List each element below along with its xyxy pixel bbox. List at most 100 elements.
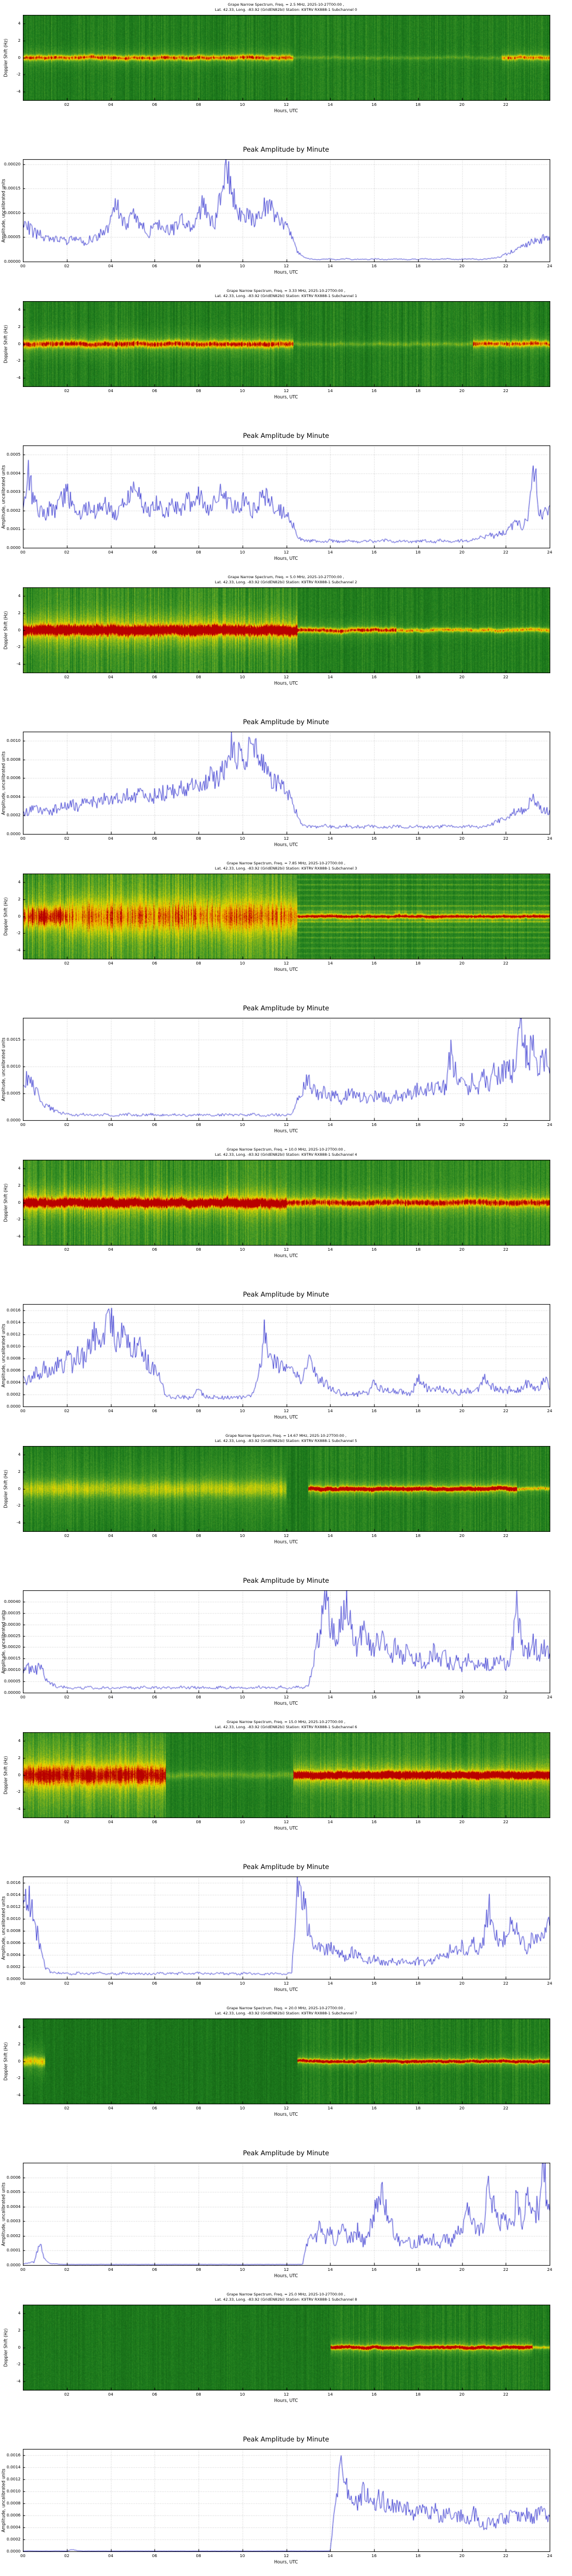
y-tick-label: -4: [17, 1520, 21, 1526]
x-tick-label: 18: [415, 1409, 421, 1413]
x-tick-label: 08: [196, 675, 201, 679]
spectrogram-canvas: [23, 587, 550, 673]
x-tick-label: 22: [503, 1123, 509, 1127]
spectrogram-title-line2: Lat. 42.33, Long. -83.92 (GridEN82bi) St…: [214, 1439, 357, 1443]
y-tick-label: 0.0000: [6, 1118, 21, 1123]
y-tick-label: 0.0000: [6, 2549, 21, 2554]
x-tick-label: 16: [371, 2392, 377, 2397]
x-tick-label: 12: [284, 1123, 289, 1127]
spectrogram-title-line2: Lat. 42.33, Long. -83.92 (GridEN82bi) St…: [214, 1725, 357, 1729]
x-tick-label: 06: [152, 675, 157, 679]
x-tick-label: 08: [196, 961, 201, 966]
x-tick-label: 12: [284, 961, 289, 966]
subchannel-section: Grape Narrow Spectrum, Freq. = 14.67 MHz…: [0, 1431, 572, 1717]
x-tick-label: 18: [415, 836, 421, 841]
x-tick-label: 22: [503, 550, 509, 555]
amplitude-canvas: [23, 1876, 550, 1980]
y-tick-label: 0.00010: [4, 1668, 21, 1673]
y-tick-label: 0.00015: [4, 1656, 21, 1661]
subchannel-section: Grape Narrow Spectrum, Freq. = 7.85 MHz,…: [0, 859, 572, 1145]
x-tick-label: 16: [371, 550, 377, 555]
y-tick-label: 2: [18, 2041, 21, 2046]
x-tick-label: 08: [196, 1981, 201, 1986]
x-tick-label: 08: [196, 2267, 201, 2272]
y-tick-label: 0.0006: [6, 776, 21, 781]
x-tick-label: 00: [20, 1123, 26, 1127]
x-tick-label: 22: [503, 1247, 509, 1252]
y-tick-label: 0.0010: [6, 1344, 21, 1349]
y-tick-label: 2: [18, 324, 21, 329]
x-tick-label: 08: [196, 2106, 201, 2111]
x-tick-label: 02: [64, 2106, 70, 2111]
x-tick-label: 16: [371, 102, 377, 107]
y-tick-label: 0.00015: [4, 186, 21, 191]
y-tick-label: 2: [18, 610, 21, 615]
x-tick-label: 04: [108, 961, 113, 966]
x-tick-label: 12: [284, 102, 289, 107]
amplitude-x-axis-label: Hours, UTC: [274, 270, 298, 275]
y-tick-label: 0.0005: [6, 2190, 21, 2195]
y-tick-label: 0: [18, 1200, 21, 1205]
x-tick-label: 14: [327, 1981, 333, 1986]
x-tick-label: 24: [547, 2554, 553, 2558]
y-tick-label: 0.0004: [6, 2524, 21, 2530]
spectrogram-title-line1: Grape Narrow Spectrum, Freq. = 25.0 MHz,…: [227, 2292, 345, 2297]
y-tick-label: 0.0006: [6, 1940, 21, 1945]
y-tick-label: -2: [17, 358, 21, 364]
y-tick-label: 2: [18, 896, 21, 902]
x-tick-label: 12: [284, 1409, 289, 1413]
x-tick-label: 20: [459, 2554, 464, 2558]
spectrogram-title-line2: Lat. 42.33, Long. -83.92 (GridEN82bi) St…: [214, 2011, 357, 2016]
y-tick-label: 4: [18, 879, 21, 884]
spectrogram-title-line1: Grape Narrow Spectrum, Freq. = 2.5 MHz, …: [228, 2, 344, 7]
x-tick-label: 04: [108, 1820, 113, 1824]
spectrogram-canvas: [23, 1732, 550, 1818]
x-tick-label: 16: [371, 675, 377, 679]
amplitude-chart-title: Peak Amplitude by Minute: [243, 2149, 329, 2157]
y-tick-label: 0.00040: [4, 1599, 21, 1604]
y-tick-label: 0.0014: [6, 1892, 21, 1897]
x-tick-label: 08: [196, 264, 201, 268]
y-tick-label: 0.0012: [6, 1332, 21, 1337]
amplitude-chart-title: Peak Amplitude by Minute: [243, 1290, 329, 1298]
spectrogram-title-line1: Grape Narrow Spectrum, Freq. = 3.33 MHz,…: [227, 289, 345, 293]
x-tick-label: 22: [503, 675, 509, 679]
x-tick-label: 12: [284, 2392, 289, 2397]
x-tick-label: 20: [459, 1981, 464, 1986]
x-tick-label: 22: [503, 264, 509, 268]
x-tick-label: 08: [196, 1409, 201, 1413]
x-tick-label: 18: [415, 961, 421, 966]
x-tick-label: 14: [327, 1247, 333, 1252]
x-tick-label: 22: [503, 1820, 509, 1824]
x-tick-label: 18: [415, 1123, 421, 1127]
y-tick-label: 0.0008: [6, 1928, 21, 1933]
y-tick-label: 0.0010: [6, 1916, 21, 1921]
y-tick-label: 0: [18, 55, 21, 60]
x-tick-label: 02: [64, 1981, 70, 1986]
x-tick-label: 12: [284, 1695, 289, 1700]
x-tick-label: 14: [327, 1695, 333, 1700]
x-tick-label: 02: [64, 1534, 70, 1538]
x-tick-label: 20: [459, 1409, 464, 1413]
y-tick-label: 0.0006: [6, 1368, 21, 1373]
y-tick-label: 0.0004: [6, 1380, 21, 1385]
amplitude-x-axis-label: Hours, UTC: [274, 556, 298, 561]
amplitude-x-axis-label: Hours, UTC: [274, 1701, 298, 1706]
x-tick-label: 04: [108, 1534, 113, 1538]
x-tick-label: 04: [108, 675, 113, 679]
y-tick-label: 0.0004: [6, 1952, 21, 1957]
amplitude-canvas: [23, 2163, 550, 2266]
y-tick-label: -2: [17, 1503, 21, 1508]
x-tick-label: 10: [240, 2267, 245, 2272]
y-tick-label: 0.0001: [6, 2248, 21, 2253]
x-tick-label: 22: [503, 2554, 509, 2558]
x-tick-label: 24: [547, 264, 553, 268]
y-tick-label: 0.00005: [4, 235, 21, 240]
x-tick-label: 02: [64, 1820, 70, 1824]
spectrogram-x-axis-label: Hours, UTC: [274, 1826, 298, 1831]
y-tick-label: 0.00010: [4, 210, 21, 215]
x-tick-label: 20: [459, 1123, 464, 1127]
x-tick-label: 02: [64, 836, 70, 841]
x-tick-label: 10: [240, 102, 245, 107]
x-tick-label: 22: [503, 1981, 509, 1986]
